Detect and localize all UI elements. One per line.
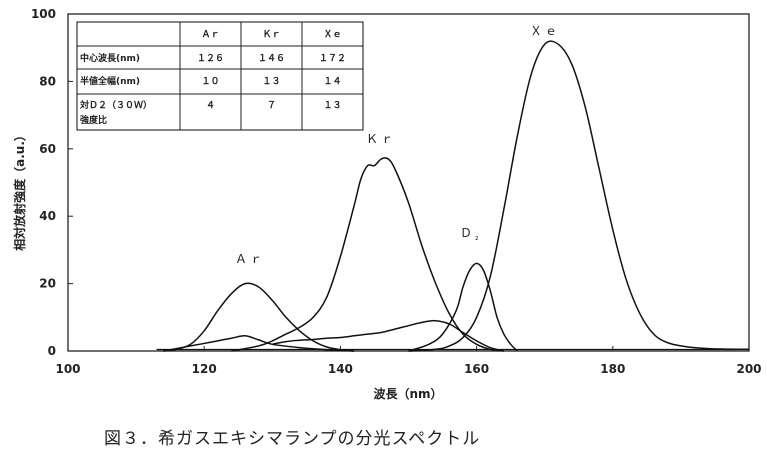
y-tick-label: 80: [39, 74, 56, 88]
table-header-cell: Ａｒ: [201, 29, 219, 40]
x-tick-label: 100: [55, 362, 80, 376]
table-cell: ４: [206, 100, 215, 111]
table-frame: [76, 21, 364, 131]
x-tick-label: 160: [464, 362, 489, 376]
data-table: Ａｒ Ｋｒ Ｘｅ 中心波長(nm) １２６ １４６ １７２ 半値全幅(nm) １０ １３ １４ 対Ｄ２…: [76, 21, 364, 131]
y-tick-label: 20: [39, 277, 56, 291]
table-cell: １０: [201, 76, 219, 87]
table-row-label: 中心波長(nm): [80, 52, 140, 64]
y-tick-label: 0: [48, 344, 56, 358]
table-cell: １４６: [258, 53, 285, 64]
series-ar-sub-line: [163, 335, 355, 352]
x-axis: 100 120 140 160 180 200: [55, 346, 762, 376]
ar-peak-label: Ａｒ: [235, 252, 265, 266]
x-axis-title: 波長（nm）: [373, 386, 442, 401]
x-tick-label: 180: [600, 362, 625, 376]
series-layer: [156, 40, 750, 352]
table-header-cell: Ｘｅ: [323, 29, 341, 40]
series-kr-sub-line: [272, 319, 504, 352]
y-tick-label: 100: [31, 7, 56, 21]
kr-peak-label: Ｋｒ: [366, 132, 396, 146]
table-cell: １２６: [197, 53, 224, 64]
y-axis: 0 20 40 60 80 100: [31, 7, 73, 358]
xe-peak-label: Ｘｅ: [530, 24, 560, 38]
x-tick-label: 140: [328, 362, 353, 376]
figure-caption: 図３．希ガスエキシマランプの分光スペクトル: [104, 429, 481, 449]
table-cell: ７: [267, 100, 276, 111]
d2-peak-label: Ｄ₂: [460, 226, 482, 243]
table-row-label: 対Ｄ２（３０Ｗ）: [79, 99, 152, 111]
table-row-label: 強度比: [80, 114, 107, 126]
series-ar-line: [163, 282, 355, 352]
series-kr-line: [231, 157, 504, 352]
table-header-cell: Ｋｒ: [262, 29, 280, 40]
table-row-label: 半値全幅(nm): [80, 75, 140, 87]
series-d2-line: [408, 262, 519, 352]
x-tick-label: 120: [192, 362, 217, 376]
table-cell: １７２: [319, 53, 346, 64]
table-cell: １３: [262, 76, 280, 87]
y-tick-label: 60: [39, 142, 56, 156]
x-tick-label: 200: [736, 362, 761, 376]
y-tick-label: 40: [39, 209, 56, 223]
table-cell: １４: [323, 76, 341, 87]
y-axis-title: 相対放射強度（a.u.）: [12, 129, 27, 251]
series-xe-line: [408, 40, 750, 352]
table-cell: １３: [323, 100, 341, 111]
